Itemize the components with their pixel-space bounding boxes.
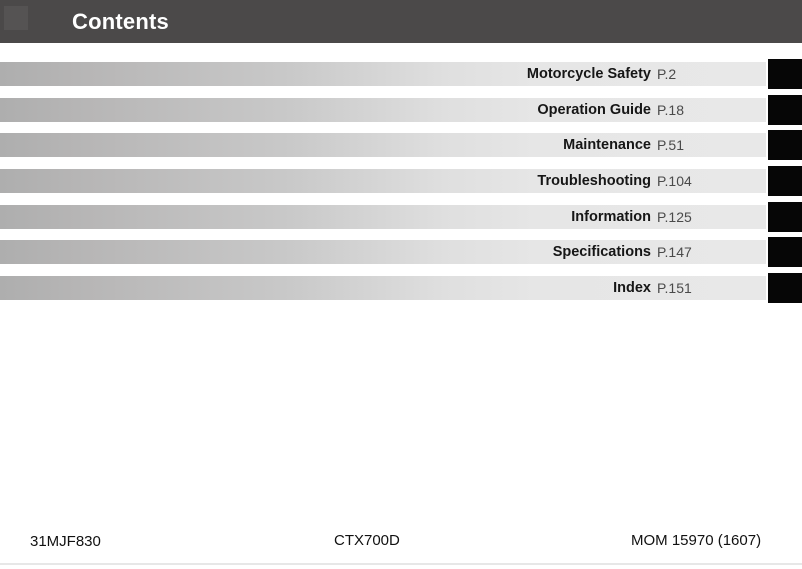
toc-entry[interactable]: Specifications P.147 (0, 237, 802, 267)
toc-gradient-bar (0, 276, 766, 300)
section-edge-tab (768, 237, 802, 267)
section-page-ref: P.147 (657, 244, 692, 260)
toc-gradient-bar (0, 240, 766, 264)
toc-gradient-bar (0, 62, 766, 86)
section-title: Maintenance (563, 137, 651, 153)
section-page-ref: P.151 (657, 280, 692, 296)
section-title: Index (613, 280, 651, 296)
toc-entry[interactable]: Index P.151 (0, 273, 802, 303)
footer-model-name: CTX700D (334, 532, 400, 549)
toc-gradient-bar (0, 205, 766, 229)
section-page-ref: P.51 (657, 137, 684, 153)
footer-print-code: MOM 15970 (1607) (631, 532, 762, 549)
section-edge-tab (768, 59, 802, 89)
toc-entry[interactable]: Operation Guide P.18 (0, 95, 802, 125)
toc-entry[interactable]: Troubleshooting P.104 (0, 166, 802, 196)
section-page-ref: P.18 (657, 102, 684, 118)
contents-header-bar: Contents (0, 0, 802, 43)
section-edge-tab (768, 130, 802, 160)
section-edge-tab (768, 202, 802, 232)
toc-entry[interactable]: Information P.125 (0, 202, 802, 232)
section-edge-tab (768, 166, 802, 196)
page-title: Contents (72, 9, 169, 34)
bottom-divider-line (0, 563, 802, 565)
section-page-ref: P.104 (657, 173, 692, 189)
header-corner-accent (4, 6, 28, 30)
section-edge-tab (768, 95, 802, 125)
footer-part-number: 31MJF830 (30, 533, 101, 550)
section-page-ref: P.2 (657, 66, 677, 82)
section-title: Specifications (552, 244, 651, 260)
section-title: Motorcycle Safety (526, 66, 651, 82)
toc-entry[interactable]: Motorcycle Safety P.2 (0, 59, 802, 89)
toc-gradient-bar (0, 133, 766, 157)
section-title: Troubleshooting (537, 173, 651, 189)
toc-gradient-bar (0, 98, 766, 122)
section-edge-tab (768, 273, 802, 303)
toc-entry[interactable]: Maintenance P.51 (0, 130, 802, 160)
section-title: Information (571, 209, 651, 225)
section-page-ref: P.125 (657, 209, 692, 225)
section-title: Operation Guide (537, 102, 651, 118)
toc-gradient-bar (0, 169, 766, 193)
